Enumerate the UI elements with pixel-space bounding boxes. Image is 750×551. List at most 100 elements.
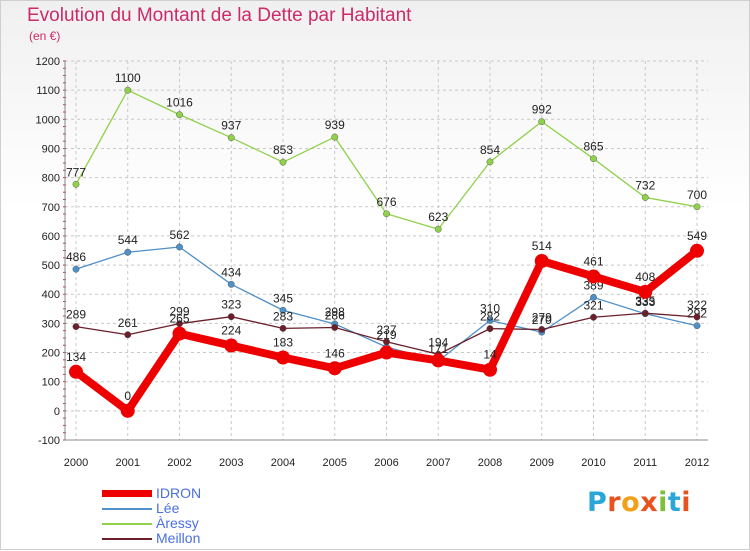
- data-label-lee: 333: [635, 295, 655, 309]
- data-point-aressy: [279, 158, 287, 166]
- x-tick-label: 2005: [323, 457, 347, 469]
- data-point-lee: [227, 280, 235, 288]
- data-point-idron: [172, 326, 187, 341]
- data-label-aressy: 853: [273, 143, 293, 157]
- data-point-idron: [431, 353, 446, 368]
- data-label-meillon: 299: [169, 305, 189, 319]
- data-point-lee: [486, 317, 494, 324]
- y-tick-label: 600: [42, 231, 60, 243]
- y-tick-label: 0: [54, 406, 60, 418]
- x-tick-label: 2004: [271, 457, 295, 469]
- data-label-aressy: 732: [635, 178, 655, 192]
- x-tick-label: 2012: [685, 457, 709, 469]
- data-label-lee: 298: [325, 305, 345, 319]
- data-label-lee: 219: [376, 328, 396, 342]
- data-label-lee: 486: [66, 250, 86, 264]
- data-point-lee: [124, 248, 132, 256]
- x-tick-label: 2009: [530, 457, 554, 469]
- data-label-aressy: 865: [583, 140, 603, 154]
- data-point-aressy: [331, 133, 339, 141]
- data-point-aressy: [176, 111, 183, 119]
- data-label-idron: 224: [221, 324, 241, 338]
- data-point-aressy: [486, 158, 494, 166]
- chart-title: Evolution du Montant de la Dette par Hab…: [27, 5, 412, 26]
- data-point-idron: [224, 338, 239, 353]
- data-point-meillon: [383, 338, 390, 346]
- brand-letter: t: [667, 487, 682, 518]
- chart-subtitle: (en €): [29, 29, 61, 43]
- data-label-idron: 461: [583, 254, 603, 268]
- legend-swatch-lee: [102, 508, 152, 510]
- data-label-lee: 562: [169, 228, 189, 242]
- data-point-aressy: [538, 118, 546, 126]
- data-point-idron: [690, 243, 704, 258]
- data-point-lee: [72, 265, 80, 273]
- data-label-aressy: 992: [532, 103, 552, 117]
- data-point-meillon: [538, 326, 546, 333]
- data-label-aressy: 937: [221, 119, 241, 133]
- data-label-meillon: 261: [118, 316, 138, 330]
- data-label-meillon: 286: [325, 308, 345, 322]
- data-point-idron: [638, 284, 653, 299]
- data-label-meillon: 322: [687, 298, 707, 312]
- y-tick-label: 500: [42, 260, 60, 272]
- data-point-meillon: [693, 313, 701, 321]
- x-tick-label: 2003: [219, 457, 243, 469]
- data-label-idron: 0: [124, 389, 131, 403]
- brand-letter: P: [587, 487, 608, 518]
- y-tick-label: 1100: [36, 85, 60, 97]
- y-tick-label: 200: [42, 348, 60, 360]
- data-point-idron: [327, 361, 342, 376]
- y-tick-label: 800: [42, 173, 60, 185]
- data-point-meillon: [331, 324, 339, 331]
- y-tick-label: 700: [42, 202, 60, 214]
- data-label-meillon: 321: [583, 298, 603, 312]
- brand-letter: i: [658, 487, 668, 518]
- data-point-idron: [379, 345, 394, 360]
- data-point-meillon: [590, 313, 597, 321]
- data-label-idron: 183: [273, 335, 293, 349]
- brand-letter: x: [640, 487, 659, 518]
- x-tick-label: 2000: [64, 457, 88, 469]
- data-label-aressy: 777: [66, 165, 86, 179]
- legend-label-idron: IDRON: [156, 485, 202, 501]
- data-label-aressy: 939: [325, 118, 345, 132]
- brand-letter: i: [681, 487, 692, 518]
- x-tick-label: 2002: [167, 457, 191, 469]
- legend-label-meillon: Meillon: [156, 530, 201, 546]
- data-label-meillon: 283: [273, 309, 293, 323]
- data-label-meillon: 323: [221, 298, 241, 312]
- y-tick-label: 900: [42, 143, 60, 155]
- legend-swatch-aressy: [102, 523, 152, 525]
- data-label-aressy: 700: [687, 188, 707, 202]
- data-point-idron: [483, 362, 497, 377]
- legend-label-aressy: Àressy: [156, 515, 199, 531]
- data-label-idron: 408: [635, 270, 655, 284]
- proxiti-logo: Proxiti: [587, 487, 691, 518]
- data-label-idron: 265: [169, 312, 189, 326]
- data-point-lee: [590, 294, 597, 301]
- data-point-aressy: [434, 225, 442, 233]
- data-label-lee: 434: [221, 265, 241, 279]
- data-point-meillon: [72, 323, 80, 330]
- y-tick-label: 400: [42, 289, 60, 301]
- data-label-idron: 146: [325, 346, 345, 360]
- x-tick-label: 2010: [581, 457, 605, 469]
- data-label-aressy: 1016: [166, 96, 193, 110]
- data-point-aressy: [72, 180, 80, 188]
- data-point-idron: [534, 253, 549, 268]
- data-point-aressy: [124, 86, 132, 94]
- data-point-meillon: [124, 331, 132, 339]
- legend-label-lee: Lée: [156, 500, 180, 516]
- data-point-meillon: [227, 313, 235, 321]
- data-label-idron: 514: [532, 239, 552, 253]
- data-label-lee: 310: [480, 301, 500, 315]
- data-label-lee: 345: [273, 291, 293, 305]
- data-label-aressy: 1100: [115, 71, 141, 85]
- legend-swatch-meillon: [102, 538, 152, 540]
- x-tick-label: 2008: [478, 457, 502, 469]
- y-tick-label: 1000: [36, 114, 60, 126]
- data-label-meillon: 335: [635, 294, 655, 308]
- data-point-meillon: [279, 324, 287, 332]
